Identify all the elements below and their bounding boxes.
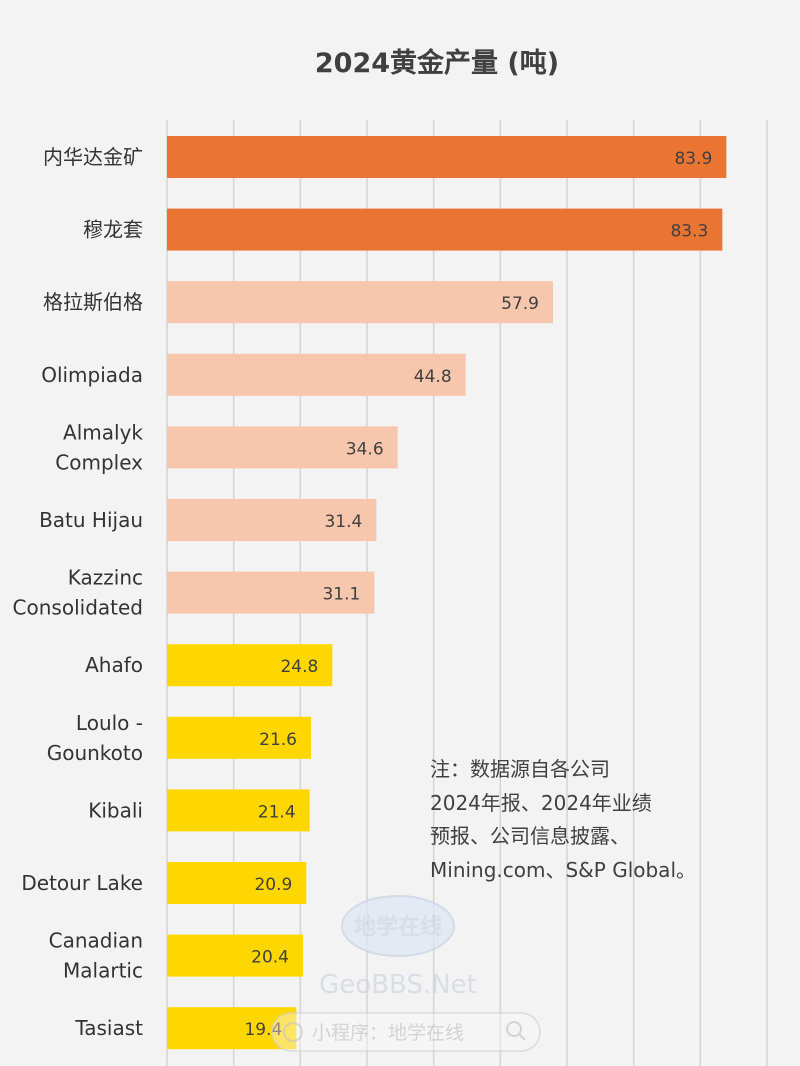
bar [167, 281, 553, 324]
watermark-logo [341, 895, 455, 957]
value-label: 31.4 [324, 512, 362, 532]
category-label: Loulo - [76, 711, 143, 735]
category-label: Batu Hijau [39, 508, 143, 532]
category-label: Olimpiada [41, 363, 143, 387]
bar [167, 499, 377, 541]
category-label: 内华达金矿 [43, 145, 143, 169]
category-label: Complex [55, 450, 143, 474]
bar [167, 789, 310, 832]
watermark: 地学在线 GeoBBS.Net 小程序：地学在线 [271, 895, 541, 1052]
bar [167, 136, 727, 178]
watermark-logo-text: 地学在线 [354, 914, 442, 940]
chart-title: 2024黄金产量 (吨) [315, 47, 559, 79]
value-label: 83.3 [670, 222, 708, 242]
value-label: 34.6 [346, 439, 384, 459]
value-labels: 83.9 83.3 57.9 44.8 34.6 31.4 31.1 24.8 21.6 21.4… [244, 149, 712, 1040]
value-label: 57.9 [501, 294, 539, 314]
category-label: Kibali [88, 798, 143, 822]
watermark-search-text: 小程序：地学在线 [312, 1022, 464, 1044]
category-label: Tasiast [74, 1016, 143, 1040]
bar [167, 862, 307, 904]
category-label: Ahafo [85, 653, 143, 677]
category-label: 格拉斯伯格 [43, 290, 143, 314]
bar [167, 716, 311, 759]
bars [167, 136, 727, 1050]
value-label: 21.6 [259, 730, 297, 750]
category-label: Canadian [49, 929, 143, 953]
note-line: Mining.com、S&P Global。 [430, 858, 696, 882]
value-label: 24.8 [280, 657, 318, 677]
category-label: Almalyk [63, 420, 143, 444]
category-label: Kazzinc [68, 566, 143, 590]
bar [167, 426, 398, 469]
category-label: Detour Lake [21, 871, 143, 895]
note-line: 2024年报、2024年业绩 [430, 791, 652, 815]
category-label: Gounkoto [47, 741, 143, 765]
note-line: 注：数据源自各公司 [430, 757, 610, 781]
value-label: 31.1 [322, 585, 360, 605]
category-label: Malartic [63, 959, 143, 983]
watermark-logo-icon [283, 1022, 303, 1042]
category-label: 穆龙套 [83, 218, 143, 242]
bar [167, 934, 303, 977]
value-label: 20.4 [251, 948, 289, 968]
value-label: 44.8 [414, 367, 452, 387]
watermark-site-text: GeoBBS.Net [319, 970, 477, 1000]
source-note: 注：数据源自各公司 2024年报、2024年业绩 预报、公司信息披露、 Mini… [430, 757, 696, 882]
note-line: 预报、公司信息披露、 [430, 824, 630, 848]
gridlines [166, 120, 768, 1066]
watermark-search-pill [271, 1012, 541, 1052]
bar [167, 208, 723, 251]
search-icon [506, 1021, 526, 1041]
bar [167, 353, 466, 396]
value-label: 83.9 [674, 149, 712, 169]
category-label: Consolidated [13, 596, 143, 620]
value-label: 20.9 [254, 875, 292, 895]
bar [167, 644, 333, 687]
value-label: 21.4 [258, 802, 296, 822]
bar [167, 571, 375, 614]
